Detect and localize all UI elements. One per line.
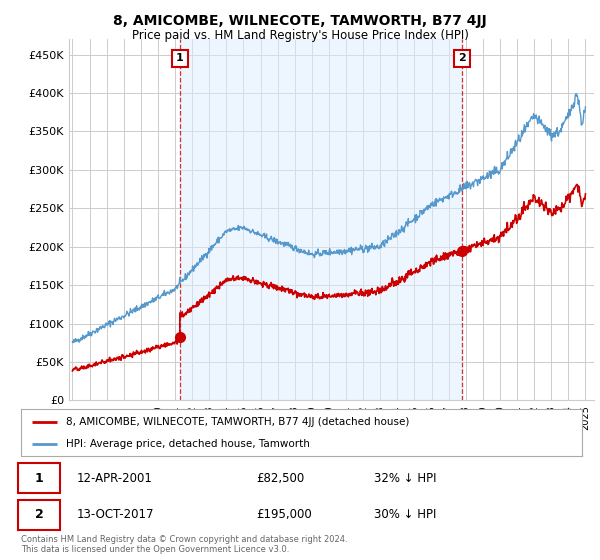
Text: 8, AMICOMBE, WILNECOTE, TAMWORTH, B77 4JJ (detached house): 8, AMICOMBE, WILNECOTE, TAMWORTH, B77 4J… (66, 417, 409, 427)
FancyBboxPatch shape (18, 500, 60, 530)
Text: Price paid vs. HM Land Registry's House Price Index (HPI): Price paid vs. HM Land Registry's House … (131, 29, 469, 42)
Text: 12-APR-2001: 12-APR-2001 (77, 472, 153, 485)
Text: 2: 2 (458, 53, 466, 63)
Text: 32% ↓ HPI: 32% ↓ HPI (374, 472, 437, 485)
Text: £82,500: £82,500 (257, 472, 305, 485)
Text: 1: 1 (176, 53, 184, 63)
Text: 13-OCT-2017: 13-OCT-2017 (77, 508, 155, 521)
FancyBboxPatch shape (18, 463, 60, 493)
Text: 8, AMICOMBE, WILNECOTE, TAMWORTH, B77 4JJ: 8, AMICOMBE, WILNECOTE, TAMWORTH, B77 4J… (113, 14, 487, 28)
Text: HPI: Average price, detached house, Tamworth: HPI: Average price, detached house, Tamw… (66, 438, 310, 449)
Bar (180, 39, 462, 400)
Text: Contains HM Land Registry data © Crown copyright and database right 2024.
This d: Contains HM Land Registry data © Crown c… (21, 535, 347, 554)
Text: 30% ↓ HPI: 30% ↓ HPI (374, 508, 437, 521)
Text: 2: 2 (35, 508, 43, 521)
Text: 1: 1 (35, 472, 43, 485)
Text: £195,000: £195,000 (257, 508, 313, 521)
